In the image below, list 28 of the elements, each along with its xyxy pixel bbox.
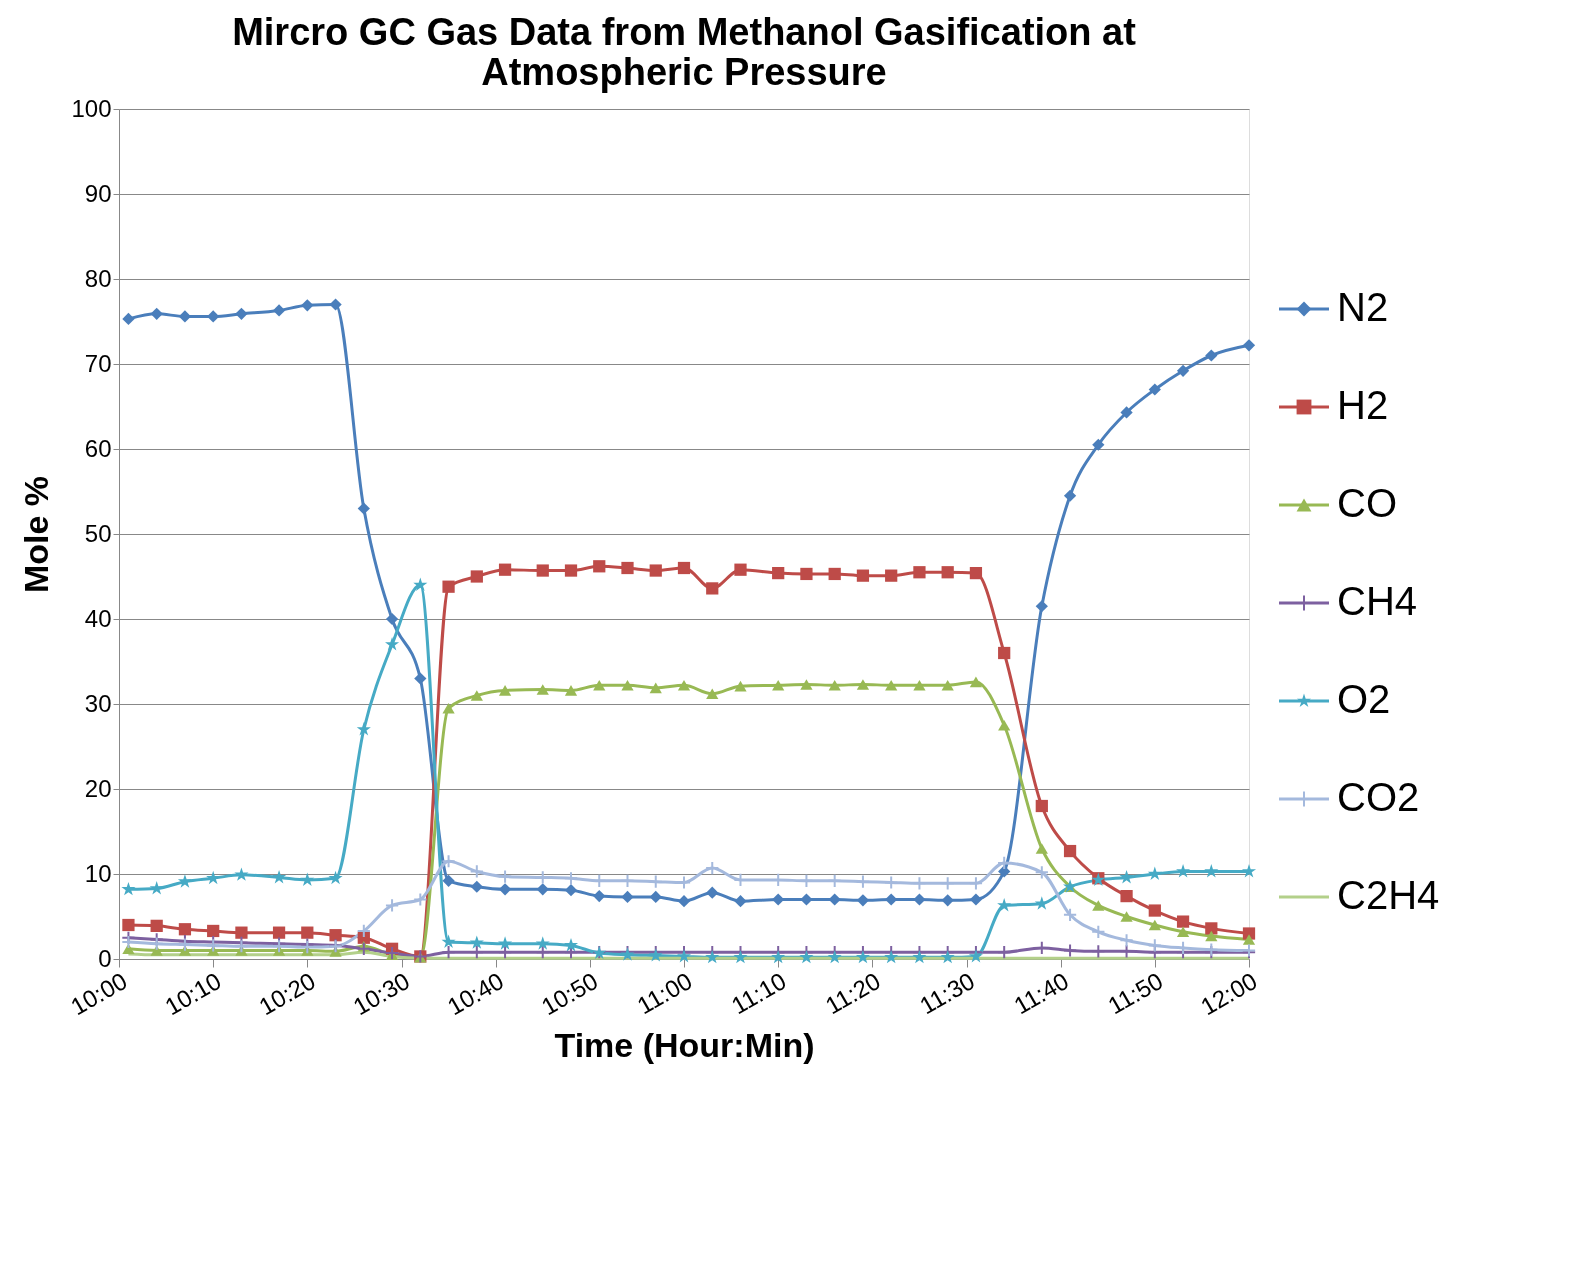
y-tick-label: 50 xyxy=(84,519,112,547)
y-tick-label: 30 xyxy=(84,689,112,717)
x-tick-label: 11:00 xyxy=(632,966,697,1020)
y-tick-label: 100 xyxy=(71,94,112,122)
y-tick-label: 20 xyxy=(84,774,112,802)
legend-label: O2 xyxy=(1337,677,1391,721)
text: Atmospheric Pressure xyxy=(481,51,887,93)
x-tick-label: 11:20 xyxy=(820,966,885,1020)
x-axis-title: Time (Hour:Min) xyxy=(554,1026,815,1065)
text: Mircro GC Gas Data from Methanol Gasification at xyxy=(232,11,1136,53)
legend-label: H2 xyxy=(1337,383,1389,427)
y-tick-label: 0 xyxy=(98,944,112,972)
y-tick-label: 70 xyxy=(84,349,112,377)
y-tick-label: 90 xyxy=(84,179,112,207)
legend-label: N2 xyxy=(1337,285,1389,329)
x-tick-label: 11:40 xyxy=(1009,966,1074,1020)
legend-label: CO xyxy=(1337,481,1397,525)
y-tick-label: 60 xyxy=(84,434,112,462)
y-tick-label: 80 xyxy=(84,264,112,292)
x-tick-label: 11:50 xyxy=(1103,966,1168,1020)
legend-label: CH4 xyxy=(1337,579,1418,623)
y-tick-label: 40 xyxy=(84,604,112,632)
legend-label: CO2 xyxy=(1337,775,1420,819)
x-tick-label: 11:10 xyxy=(726,966,791,1020)
y-axis-title: Mole % xyxy=(17,475,56,594)
legend-label: C2H4 xyxy=(1337,873,1440,917)
y-tick-label: 10 xyxy=(84,859,112,887)
x-tick-label: 11:30 xyxy=(915,966,979,1020)
